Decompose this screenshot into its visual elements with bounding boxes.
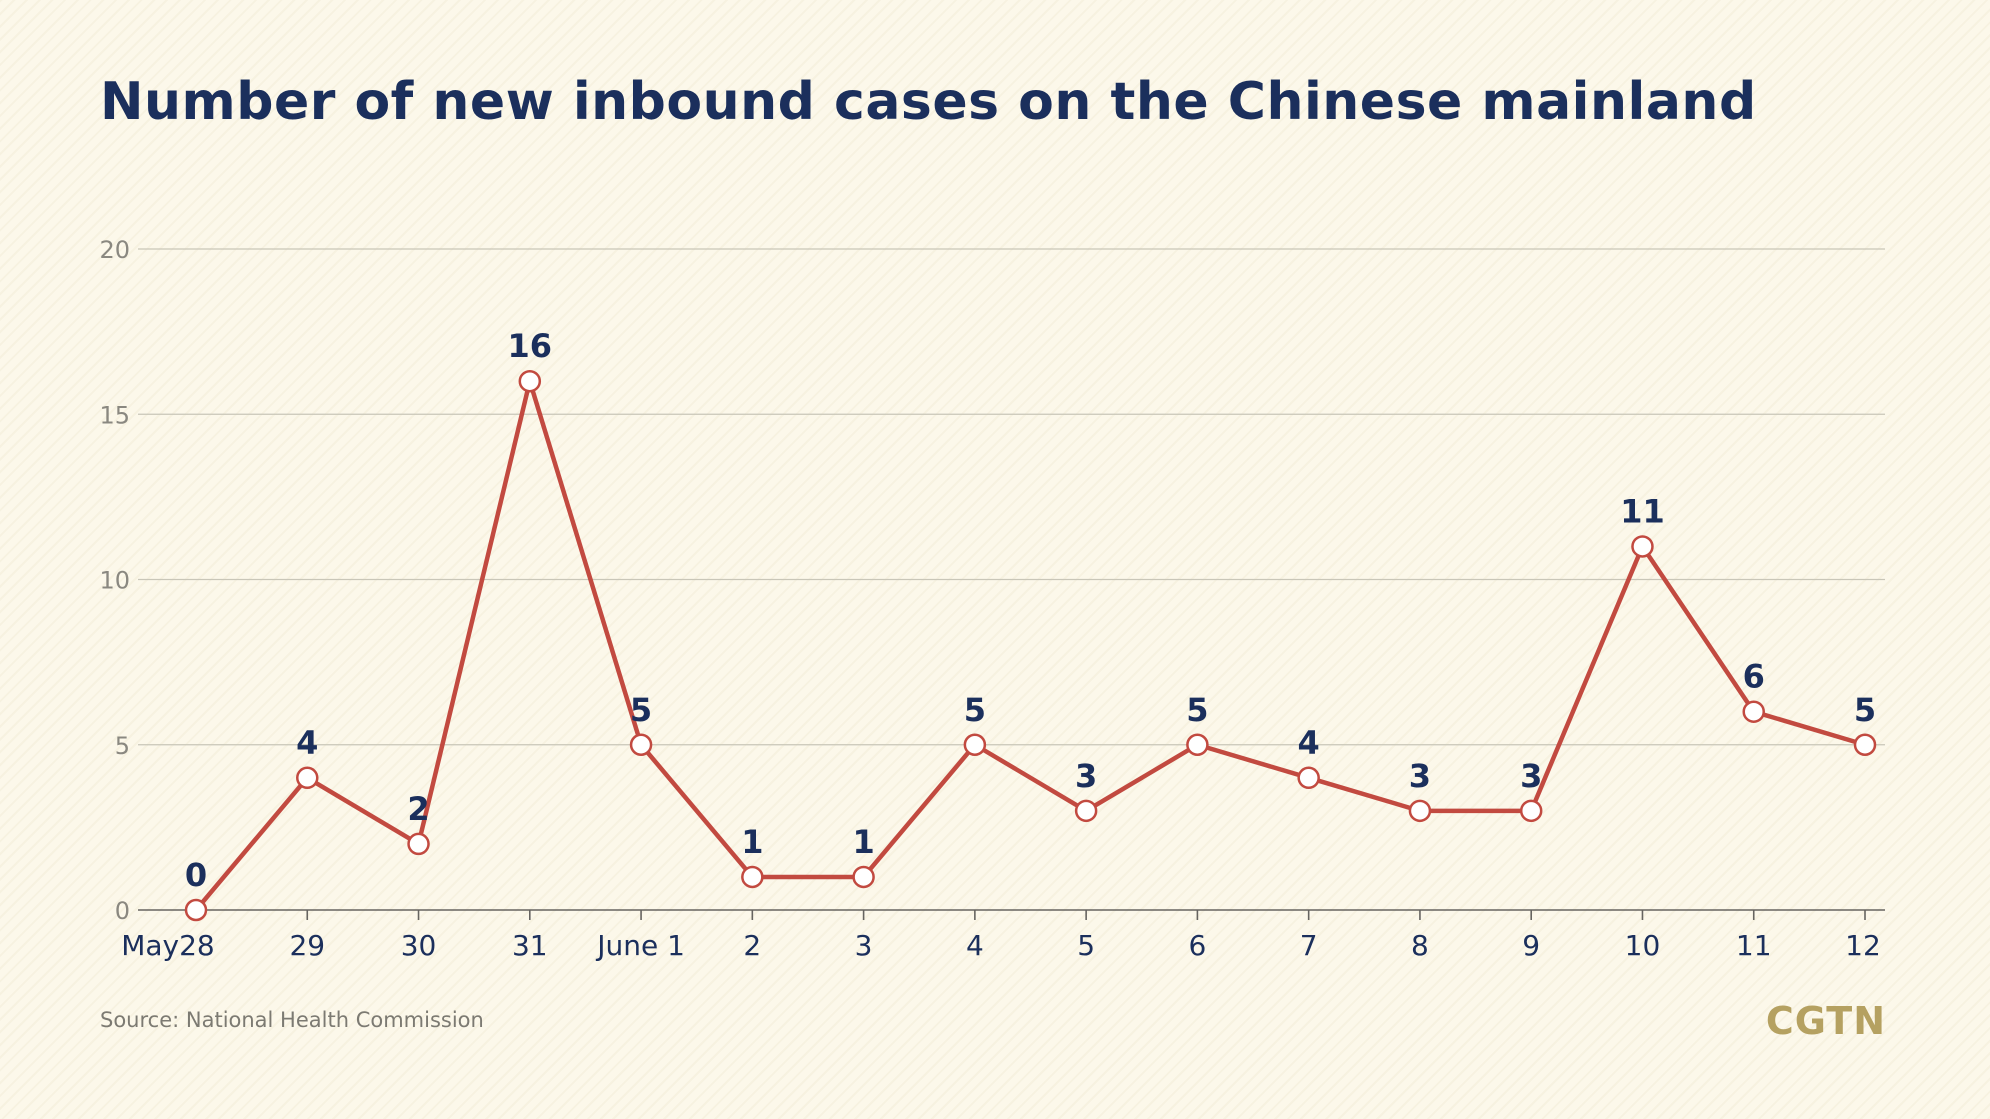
data-label: 0	[185, 856, 207, 894]
series-line-layer	[193, 378, 1868, 913]
x-axis-ticks: May28 29 30 31 June 1 2 3 4 5 6 7 8 9 10 11 12	[121, 910, 1881, 962]
x-tick-label: 7	[1300, 929, 1318, 962]
x-tick-label: 10	[1625, 929, 1661, 962]
y-tick-label: 15	[99, 401, 130, 429]
data-label: 4	[1298, 724, 1320, 762]
data-label: 2	[407, 790, 429, 828]
series-line	[193, 378, 1868, 913]
data-point	[1853, 733, 1877, 756]
y-tick-label: 0	[115, 897, 130, 925]
x-tick-label: 5	[1077, 929, 1095, 962]
data-label: 6	[1743, 658, 1765, 696]
data-label: 3	[1520, 757, 1542, 795]
data-label: 11	[1620, 492, 1665, 530]
data-point	[1631, 535, 1654, 558]
x-tick-label: 29	[289, 929, 325, 962]
y-tick-label: 5	[115, 732, 130, 760]
data-point	[518, 369, 542, 393]
data-point	[1742, 700, 1765, 723]
data-point	[184, 898, 208, 922]
x-tick-label: 12	[1845, 929, 1881, 962]
data-point	[963, 733, 987, 756]
cgtn-logo: CGTN	[1765, 999, 1886, 1043]
x-tick-label: June 1	[595, 929, 685, 962]
y-tick-label: 10	[99, 567, 130, 595]
data-label: 3	[1075, 757, 1097, 795]
data-point	[629, 733, 653, 756]
x-tick-label: 30	[401, 929, 437, 962]
x-tick-label: 9	[1522, 929, 1540, 962]
data-point	[1297, 766, 1320, 790]
x-tick-label: 31	[512, 929, 548, 962]
x-tick-label: 6	[1188, 929, 1206, 962]
data-label: 5	[630, 691, 652, 729]
data-label: 5	[1854, 691, 1876, 729]
data-point	[741, 865, 764, 889]
y-axis-ticks: 0 5 10 15 20	[99, 236, 130, 925]
gridlines	[138, 248, 1885, 746]
x-tick-label: 4	[966, 929, 984, 962]
data-point	[407, 832, 430, 856]
data-label: 3	[1409, 757, 1431, 795]
source-note: Source: National Health Commission	[100, 1008, 484, 1032]
data-label: 1	[852, 823, 874, 861]
data-label: 1	[741, 823, 763, 861]
data-point	[1074, 799, 1098, 823]
data-label: 4	[296, 724, 318, 762]
data-label: 5	[964, 691, 986, 729]
chart-title: Number of new inbound cases on the Chine…	[100, 72, 1757, 132]
x-tick-label: 2	[743, 929, 761, 962]
data-label: 5	[1186, 691, 1208, 729]
x-tick-label: 3	[855, 929, 873, 962]
data-point	[1186, 733, 1209, 756]
data-label: 16	[508, 327, 553, 365]
x-tick-label: 8	[1411, 929, 1429, 962]
x-tick-label: May28	[121, 929, 215, 962]
data-points	[184, 369, 1877, 922]
y-tick-label: 20	[99, 236, 130, 264]
data-point	[1408, 799, 1432, 823]
data-point	[852, 865, 875, 889]
data-point	[1519, 799, 1543, 823]
data-point	[296, 766, 319, 790]
x-tick-label: 11	[1736, 929, 1772, 962]
